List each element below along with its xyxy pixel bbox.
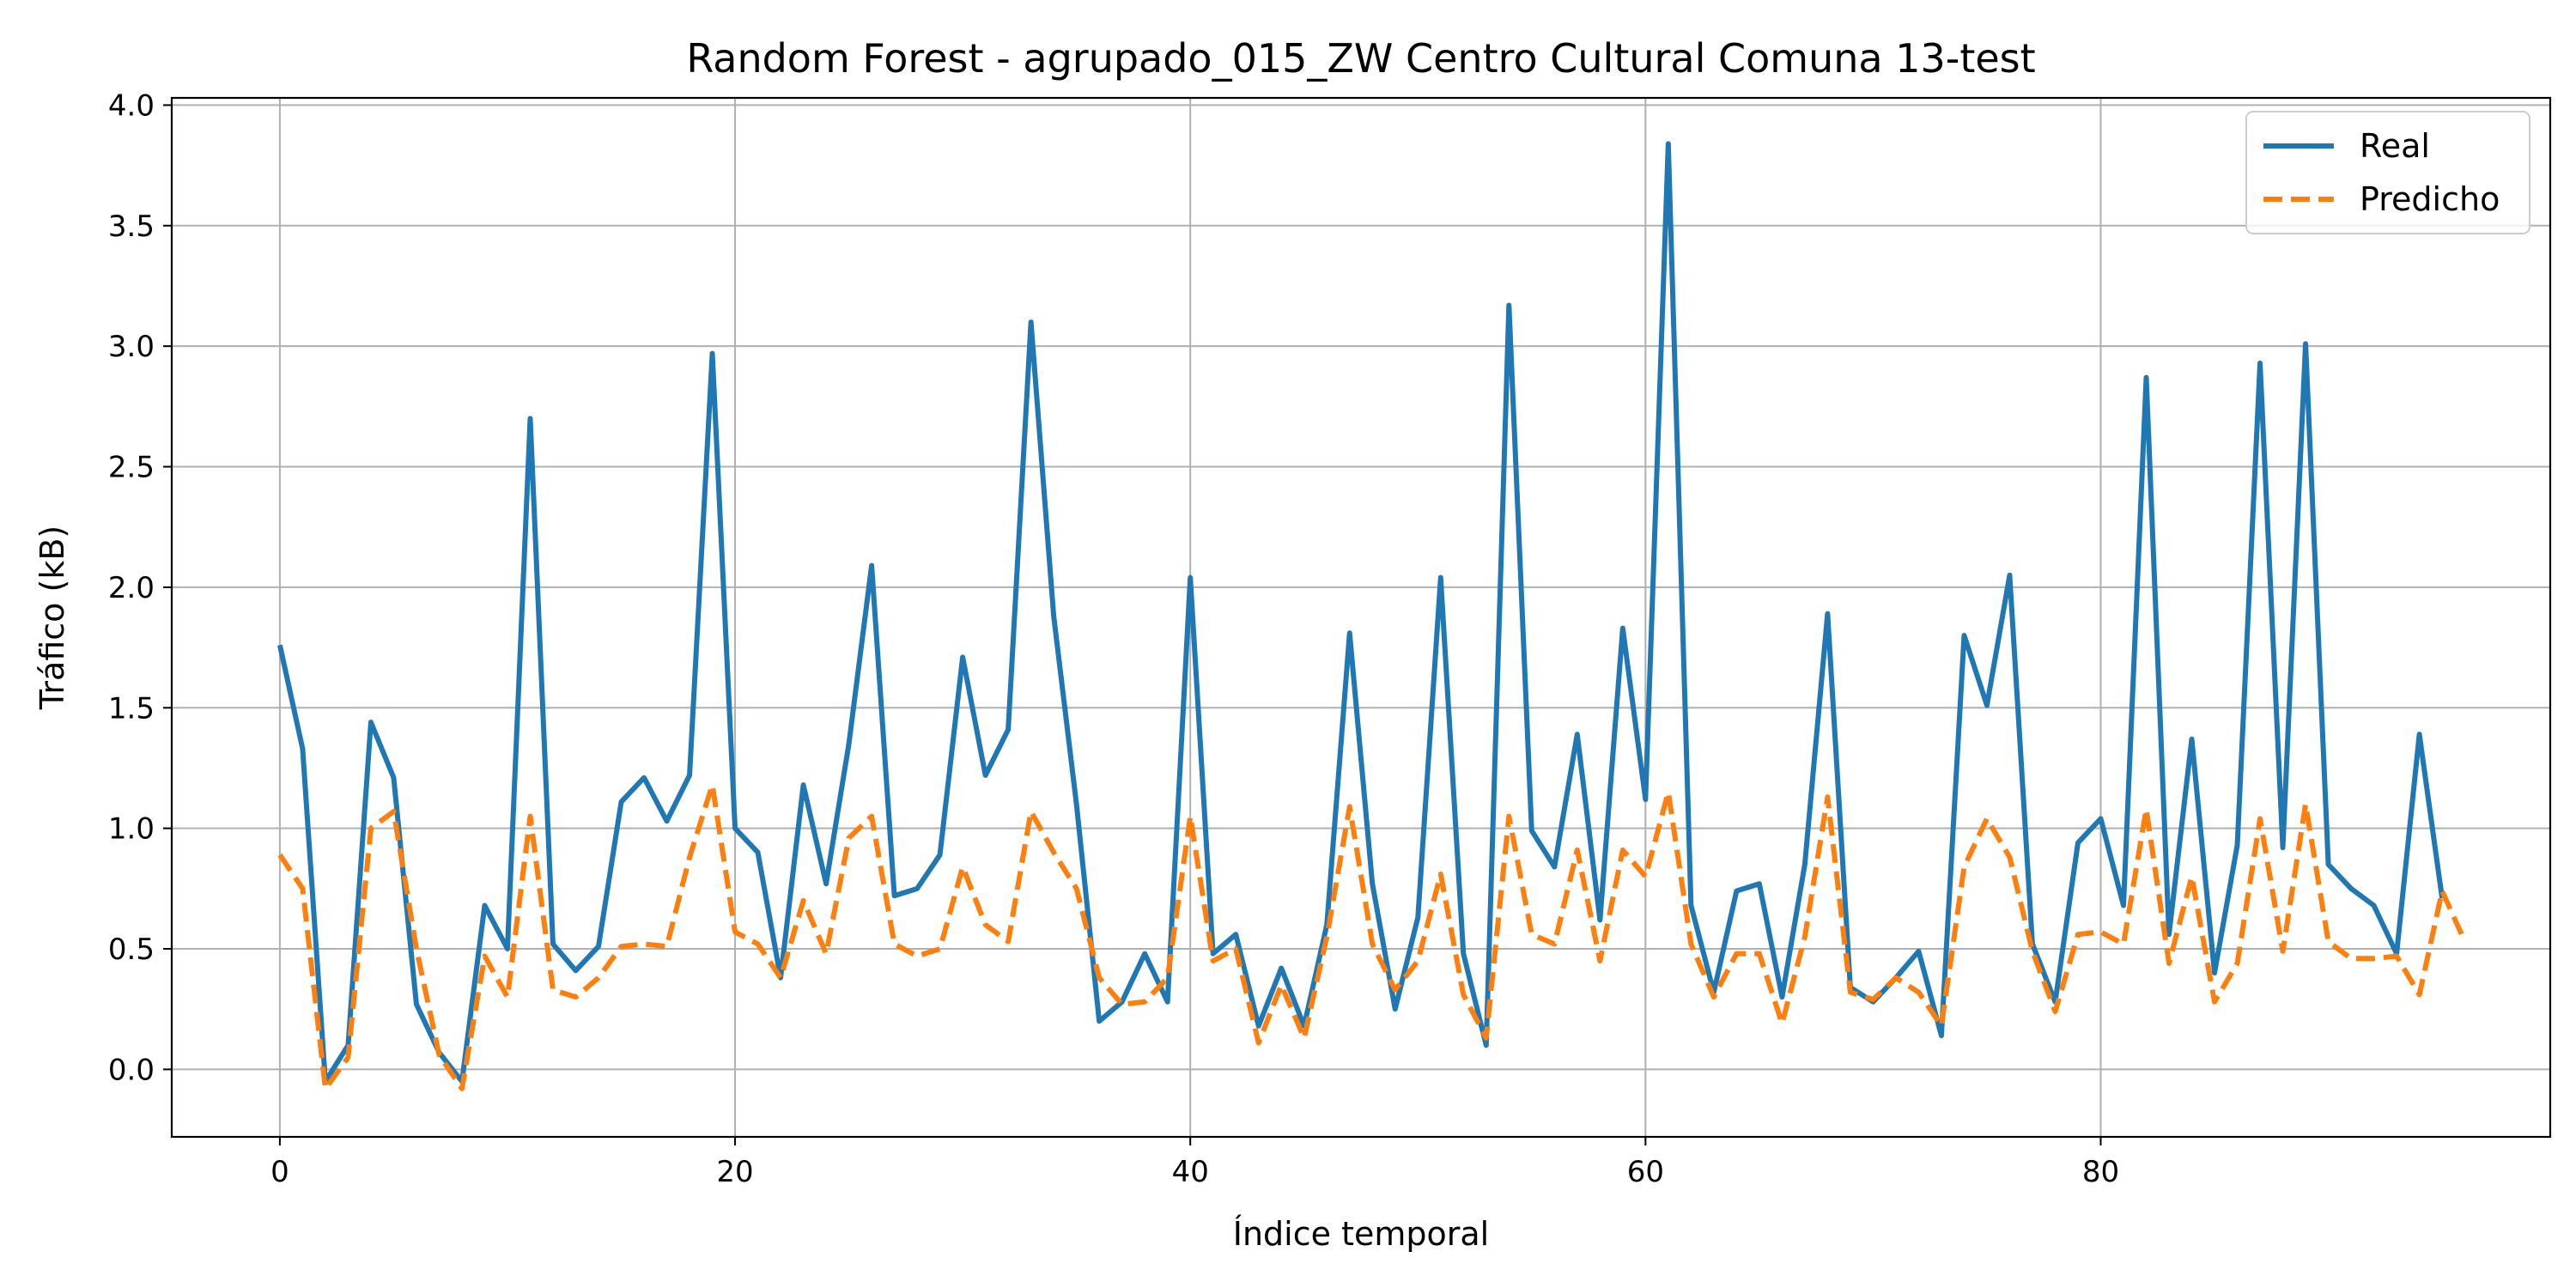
- y-tick-label: 1.0: [108, 812, 155, 847]
- x-tick-label: 80: [2082, 1155, 2119, 1189]
- series-line-real: [276, 141, 2445, 1084]
- x-tick-label: 20: [716, 1155, 753, 1189]
- chart-title: Random Forest - agrupado_015_ZW Centro C…: [686, 35, 2035, 82]
- y-tick-label: 2.5: [108, 451, 155, 485]
- x-axis-title: Índice temporal: [1233, 1215, 1489, 1253]
- series-layer: [276, 141, 2468, 1091]
- x-tick-label: 0: [270, 1155, 289, 1189]
- legend-label-real: Real: [2360, 127, 2430, 165]
- x-axis: 0 20 40 60 80: [270, 1137, 2119, 1189]
- y-tick-label: 3.0: [108, 330, 155, 364]
- y-tick-label: 4.0: [108, 88, 155, 123]
- y-tick-label: 2.0: [108, 571, 155, 605]
- x-tick-label: 60: [1627, 1155, 1664, 1189]
- y-tick-label: 0.0: [108, 1053, 155, 1087]
- legend-box: [2245, 111, 2530, 234]
- y-axis: 0.0 0.5 1.0 1.5 2.0 2.5 3.0 3.5 4.0: [108, 88, 172, 1087]
- legend: Real Predicho: [2245, 111, 2530, 234]
- y-tick-label: 0.5: [108, 933, 155, 967]
- plot-frame: [170, 96, 2552, 1139]
- series-line-predicho: [277, 782, 2468, 1091]
- legend-label-predicho: Predicho: [2360, 180, 2500, 218]
- x-tick-label: 40: [1172, 1155, 1209, 1189]
- y-axis-title: Tráfico (kB): [33, 526, 71, 710]
- y-tick-label: 3.5: [108, 210, 155, 244]
- y-tick-label: 1.5: [108, 691, 155, 726]
